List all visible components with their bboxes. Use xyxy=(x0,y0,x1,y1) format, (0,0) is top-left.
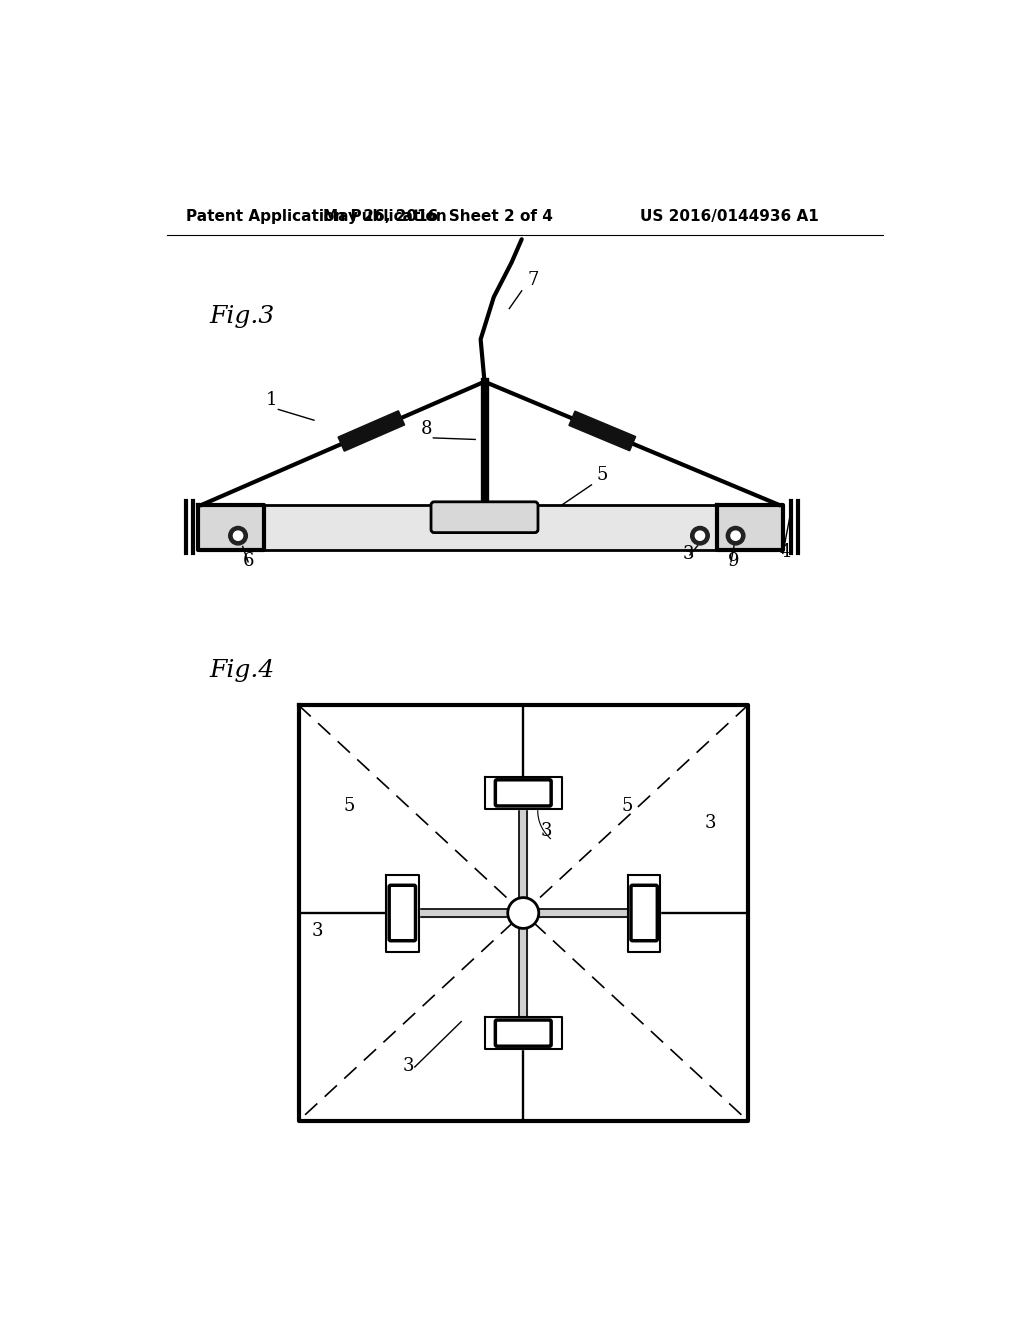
Circle shape xyxy=(690,527,710,545)
FancyBboxPatch shape xyxy=(496,780,551,807)
FancyBboxPatch shape xyxy=(431,502,538,533)
Polygon shape xyxy=(569,412,636,450)
Text: 3: 3 xyxy=(541,822,553,840)
Circle shape xyxy=(731,531,740,540)
Polygon shape xyxy=(484,1016,562,1049)
Text: Fig.4: Fig.4 xyxy=(209,659,274,682)
Text: 5: 5 xyxy=(622,797,633,816)
Text: 3: 3 xyxy=(403,1057,415,1074)
Polygon shape xyxy=(539,909,628,917)
Polygon shape xyxy=(519,928,527,1016)
Text: 9: 9 xyxy=(728,553,739,570)
Text: 6: 6 xyxy=(243,553,254,570)
Circle shape xyxy=(228,527,248,545)
Text: 1: 1 xyxy=(266,391,278,409)
Text: 7: 7 xyxy=(527,272,539,289)
FancyBboxPatch shape xyxy=(631,886,657,941)
FancyBboxPatch shape xyxy=(496,1020,551,1047)
Text: May 26, 2016  Sheet 2 of 4: May 26, 2016 Sheet 2 of 4 xyxy=(323,209,553,223)
Polygon shape xyxy=(519,809,527,898)
FancyBboxPatch shape xyxy=(389,886,416,941)
Text: Fig.3: Fig.3 xyxy=(209,305,274,327)
Polygon shape xyxy=(484,776,562,809)
Text: 8: 8 xyxy=(421,420,432,438)
Polygon shape xyxy=(299,705,748,1121)
Polygon shape xyxy=(717,506,783,549)
Polygon shape xyxy=(263,506,717,549)
Text: Patent Application Publication: Patent Application Publication xyxy=(186,209,446,223)
Text: 4: 4 xyxy=(779,544,791,561)
Text: 5: 5 xyxy=(343,797,355,816)
Text: 3: 3 xyxy=(705,814,716,833)
Circle shape xyxy=(726,527,744,545)
Text: US 2016/0144936 A1: US 2016/0144936 A1 xyxy=(640,209,818,223)
Text: 3: 3 xyxy=(311,923,324,940)
Polygon shape xyxy=(386,874,419,952)
Text: 3: 3 xyxy=(683,545,694,562)
Polygon shape xyxy=(419,909,508,917)
Polygon shape xyxy=(338,411,404,451)
Polygon shape xyxy=(198,506,263,549)
Circle shape xyxy=(233,531,243,540)
Text: 5: 5 xyxy=(597,466,608,484)
Polygon shape xyxy=(628,874,660,952)
Circle shape xyxy=(695,531,705,540)
Circle shape xyxy=(508,898,539,928)
